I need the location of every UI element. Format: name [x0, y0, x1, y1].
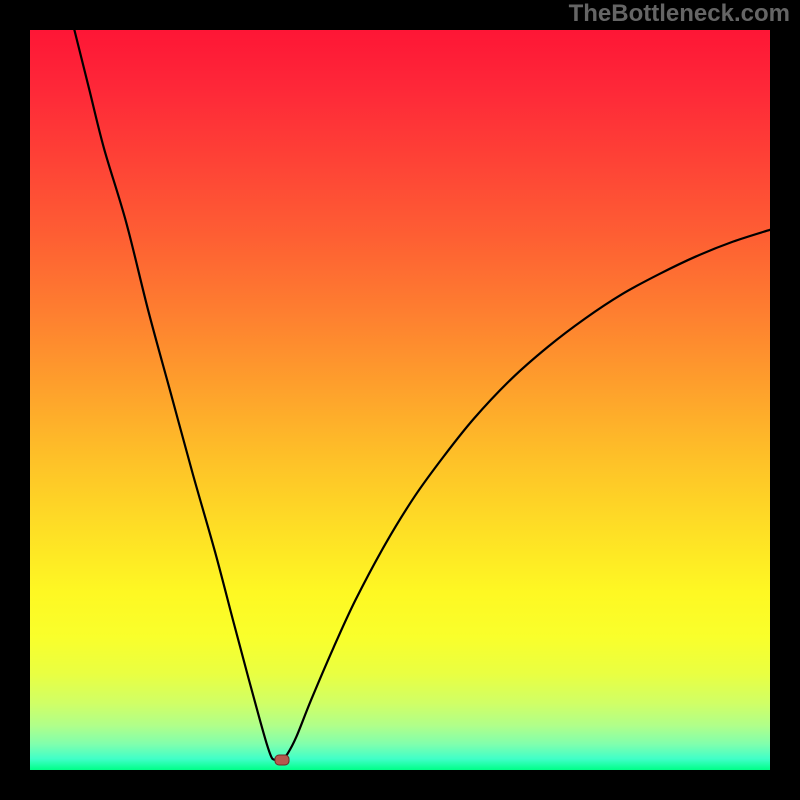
min-marker [274, 754, 290, 766]
plot-area [30, 30, 770, 770]
watermark-text: TheBottleneck.com [569, 0, 790, 28]
bottleneck-curve [30, 30, 770, 770]
